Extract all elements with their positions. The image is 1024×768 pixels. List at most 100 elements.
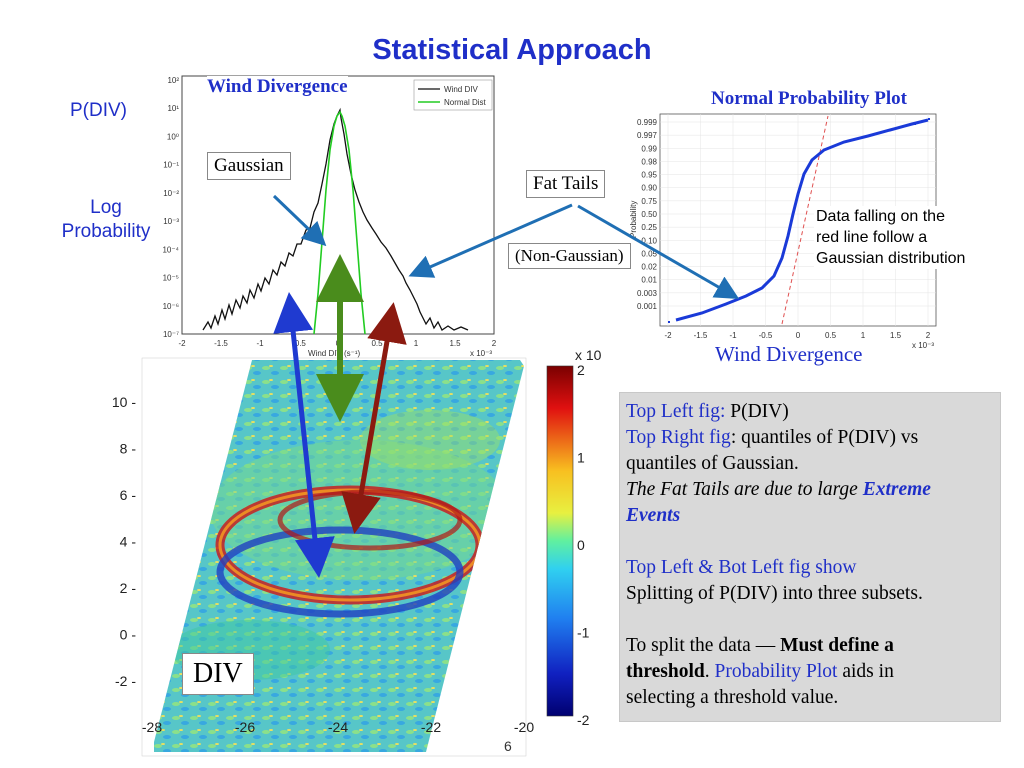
map-x-tick: -28 [142,719,162,735]
colorbar-scale-prefix: x 10 [575,350,602,363]
colorbar-tick: 0 [577,537,585,553]
info-threshold-text: threshold [626,661,705,682]
npp-y-tick: 0.50 [641,210,657,219]
npp-y-tick: 0.003 [637,289,658,298]
colorbar-ticks: 2 1 0 -1 -2 [577,362,590,728]
npp-y-tick: 0.25 [641,223,657,232]
npp-x-tick: 1.5 [890,331,902,340]
npp-data-outliers [668,118,930,323]
pdf-x-tick: 2 [492,339,497,348]
npp-y-label: Probability [629,201,638,238]
slide-number: 6 [504,738,512,754]
info-fat-tails-text: The Fat Tails are due to large [626,479,863,500]
pdf-y-tick: 10⁻⁵ [163,274,179,283]
colorbar-tick: -1 [577,625,590,641]
npp-y-tick: 0.997 [637,131,658,140]
info-top-right-value: : quantiles of P(DIV) vs [730,427,919,448]
div-callout: DIV [182,653,254,695]
pdf-x-scale: x 10⁻³ [470,349,492,358]
pdf-y-tick: 10¹ [167,104,179,113]
legend-normal-dist-label: Normal Dist [444,98,487,107]
info-line-4: The Fat Tails are due to large Extreme [626,477,994,503]
npp-grid [660,114,936,326]
info-top-left-label: Top Left fig: [626,401,726,422]
wind-divergence-axis-label: Wind Divergence [715,342,863,366]
wind-divergence-title: Wind Divergence [207,76,348,98]
pdf-y-tick: 10⁰ [167,132,179,141]
colorbar-tick: -2 [577,712,590,728]
colorbar-tick: 2 [577,362,585,378]
colorbar-tick: 1 [577,450,585,466]
fat-tails-npp-arrow [577,204,740,299]
npp-y-tick: 0.75 [641,197,657,206]
pdf-legend: Wind DIV Normal Dist [413,79,493,111]
info-probability-plot-text: Probability Plot [714,661,838,682]
npp-x-tick: 0.5 [825,331,837,340]
map-y-tick: -2 - [115,673,136,689]
pdf-y-tick: 10⁻¹ [163,161,179,170]
npp-y-tick: 0.90 [641,184,657,193]
map-y-tick: 10 - [112,394,136,410]
npp-x-tick: -2 [664,331,672,340]
map-y-ticks: 10 - 8 - 6 - 4 - 2 - 0 - -2 - [112,394,136,689]
npp-x-tick: -0.5 [759,331,773,340]
colorbar-scale-exp: -4 [598,350,608,351]
npp-x-tick: -1 [729,331,737,340]
info-extreme-text: Extreme [862,479,931,500]
gaussian-arrow [272,194,327,247]
pdf-y-tick: 10⁻⁶ [163,302,179,311]
npp-y-ticks: 0.999 0.997 0.99 0.98 0.95 0.90 0.75 0.50 0.25 0.… [637,118,658,311]
npp-y-tick: 0.98 [641,157,657,166]
info-line-8: To split the data — Must define a [626,633,994,659]
positive-tail-arrow [341,302,407,534]
pdf-y-ticks: 10² 10¹ 10⁰ 10⁻¹ 10⁻² 10⁻³ 10⁻⁴ 10⁻⁵ 10⁻⁶ 10⁻⁷ [162,76,179,339]
info-box: Top Left fig: P(DIV) Top Right fig: quan… [619,392,1001,722]
info-top-right-label: Top Right fig [626,427,731,448]
normal-probability-plot-title: Normal Probability Plot [711,88,907,110]
pdf-y-tick: 10⁻² [163,189,179,198]
log-probability-line2: Probability [61,221,151,242]
negative-tail-arrow [273,292,335,578]
red-line-note-3: Gaussian distribution [816,250,966,267]
npp-x-tick: 0 [796,331,801,340]
log-probability-label: Log Probability [48,196,164,244]
info-line-9: threshold. Probability Plot aids in [626,659,994,685]
info-top-left-value: P(DIV) [730,401,789,422]
npp-x-tick: 2 [926,331,931,340]
fat-tails-arrow [408,203,573,278]
npp-data-curve [675,118,929,322]
map-y-tick: 8 - [120,441,137,457]
info-line-7: Splitting of P(DIV) into three subsets. [626,583,923,604]
pdiv-label: P(DIV) [70,100,127,121]
gaussian-reference-line [781,115,829,325]
legend-wind-div-label: Wind DIV [444,85,478,94]
info-line-6: Top Left & Bot Left fig show [626,557,857,578]
map-x-tick: -24 [328,719,348,735]
pdf-x-tick: 1.5 [449,339,461,348]
map-x-tick: -20 [514,719,534,735]
pdf-x-tick: -2 [178,339,186,348]
pdf-x-tick: -1.5 [214,339,228,348]
map-y-tick: 2 - [120,580,137,596]
npp-x-tick: -1.5 [694,331,708,340]
map-x-ticks: -28 -26 -24 -22 -20 [142,719,534,735]
info-aids-text: aids in [837,661,894,682]
info-must-define-text: Must define a [780,635,894,656]
map-x-tick: -26 [235,719,255,735]
wind-div-curve [202,107,469,331]
log-probability-line1: Log [90,197,122,218]
npp-y-tick: 0.05 [641,249,657,258]
slide-title: Statistical Approach [372,34,652,66]
npp-y-tick: 0.02 [641,263,657,272]
red-line-note-1: Data falling on the [816,208,945,225]
npp-y-tick: 0.95 [641,171,657,180]
pdf-y-tick: 10⁻⁴ [162,245,179,254]
npp-y-tick: 0.001 [637,302,658,311]
npp-x-tick: 1 [861,331,866,340]
info-period: . [704,661,715,682]
map-y-tick: 4 - [120,534,137,550]
npp-y-tick: 0.999 [637,118,658,127]
npp-y-tick: 0.01 [641,276,657,285]
gaussian-callout: Gaussian [207,152,291,180]
